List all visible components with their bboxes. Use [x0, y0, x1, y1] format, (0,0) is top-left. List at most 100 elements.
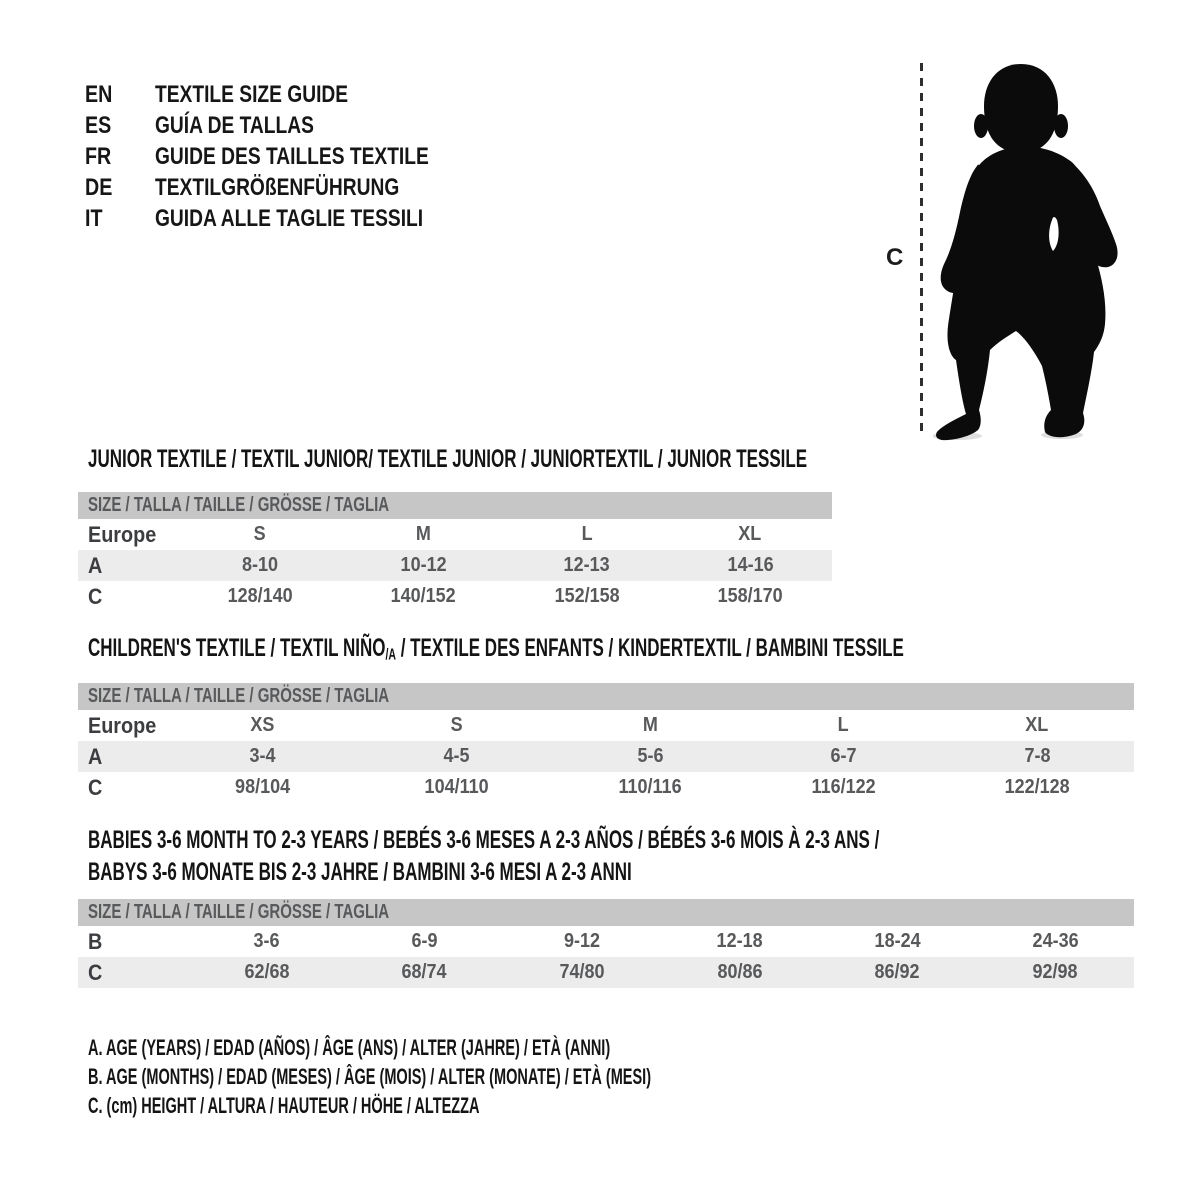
title-text: / TEXTILE DES ENFANTS / KINDERTEXTIL / B… [396, 634, 904, 662]
size-cell: 4-5 [443, 745, 470, 767]
hand-hip-gap [1049, 217, 1059, 251]
size-cell: 140/152 [390, 585, 456, 607]
table-title-line: BABIES 3-6 MONTH TO 2-3 YEARS / BEBÉS 3-… [88, 824, 1200, 856]
table-row: C 98/104 104/110 110/116 116/122 122/128 [78, 772, 1134, 803]
size-cell: 86/92 [874, 961, 921, 983]
legend-line: B. AGE (MONTHS) / EDAD (MESES) / ÂGE (MO… [88, 1064, 652, 1089]
language-row: FR GUIDE DES TAILLES TEXTILE [85, 141, 497, 172]
language-title: TEXTILGRÖßENFÜHRUNG [155, 173, 400, 201]
language-row: EN TEXTILE SIZE GUIDE [85, 79, 497, 110]
baby-head [984, 64, 1058, 153]
language-title: GUIDE DES TAILLES TEXTILE [155, 142, 429, 170]
size-cell: 8-10 [241, 554, 278, 576]
size-cell: M [415, 523, 431, 545]
size-header-bar: SIZE / TALLA / TAILLE / GRÖSSE / TAGLIA [78, 899, 1134, 926]
junior-table-title: JUNIOR TEXTILE / TEXTIL JUNIOR/ TEXTILE … [88, 443, 1146, 475]
row-label: A [88, 552, 103, 578]
size-cell: 3-4 [249, 745, 276, 767]
legend-line: A. AGE (YEARS) / EDAD (AÑOS) / ÂGE (ANS)… [88, 1035, 611, 1060]
title-text: BABYS 3-6 MONATE BIS 2-3 JAHRE / BAMBINI… [88, 858, 632, 886]
size-cell: XL [738, 523, 762, 545]
size-cell: 6-7 [830, 745, 857, 767]
size-cell: 158/170 [717, 585, 783, 607]
size-cell: 116/122 [811, 776, 876, 798]
language-title: GUÍA DE TALLAS [155, 111, 314, 139]
size-cell: XS [250, 714, 275, 736]
row-label: Europe [88, 521, 157, 547]
size-cell: L [838, 714, 850, 736]
size-cell: 74/80 [559, 961, 605, 983]
baby-left-arm [940, 164, 983, 294]
row-label: Europe [88, 712, 157, 738]
size-cell: 98/104 [235, 776, 291, 798]
table-row: Europe S M L XL [78, 519, 832, 550]
size-cell: 6-9 [411, 930, 438, 952]
children-table-title: CHILDREN'S TEXTILE / TEXTIL NIÑO/A / TEX… [88, 632, 1200, 671]
language-title: TEXTILE SIZE GUIDE [155, 80, 349, 108]
size-cell: 5-6 [636, 745, 663, 767]
language-row: DE TEXTILGRÖßENFÜHRUNG [85, 172, 497, 203]
table-row: C 62/68 68/74 74/80 80/86 86/92 92/98 [78, 957, 1134, 988]
language-code: IT [85, 204, 103, 232]
size-cell: 62/68 [244, 961, 290, 983]
height-measure-label: C [886, 244, 904, 271]
size-cell: 18-24 [874, 930, 921, 952]
size-cell: 10-12 [400, 554, 447, 576]
table-row: B 3-6 6-9 9-12 12-18 18-24 24-36 [78, 926, 1134, 957]
size-cell: 14-16 [727, 554, 774, 576]
title-text: CHILDREN'S TEXTILE / TEXTIL NIÑO [88, 634, 386, 662]
junior-size-table: SIZE / TALLA / TAILLE / GRÖSSE / TAGLIA E… [78, 492, 832, 612]
row-label: C [88, 774, 103, 800]
row-label: C [88, 959, 103, 985]
table-title-line: BABYS 3-6 MONATE BIS 2-3 JAHRE / BAMBINI… [88, 856, 1200, 888]
size-cell: 128/140 [227, 585, 293, 607]
legend-line: C. (cm) HEIGHT / ALTURA / HAUTEUR / HÖHE… [88, 1093, 480, 1118]
title-text: JUNIOR TEXTILE / TEXTIL JUNIOR/ TEXTILE … [88, 445, 808, 473]
children-size-table: SIZE / TALLA / TAILLE / GRÖSSE / TAGLIA E… [78, 683, 1134, 803]
size-cell: 92/98 [1032, 961, 1078, 983]
row-label: C [88, 583, 103, 609]
size-cell: 152/158 [554, 585, 620, 607]
row-label: B [88, 928, 103, 954]
title-subscript: /A [385, 646, 397, 664]
size-cell: S [253, 523, 266, 545]
language-row: IT GUIDA ALLE TAGLIE TESSILI [85, 203, 497, 234]
size-cell: 9-12 [564, 930, 601, 952]
language-code: DE [85, 173, 113, 201]
table-row: Europe XS S M L XL [78, 710, 1134, 741]
size-cell: 122/128 [1004, 776, 1070, 798]
size-cell: 110/116 [618, 776, 682, 798]
table-row: A 3-4 4-5 5-6 6-7 7-8 [78, 741, 1134, 772]
language-code: ES [85, 111, 112, 139]
height-measure-dashed-line [920, 63, 923, 433]
babies-size-table: SIZE / TALLA / TAILLE / GRÖSSE / TAGLIA B… [78, 899, 1134, 988]
baby-ear [1054, 114, 1068, 138]
title-text: BABIES 3-6 MONTH TO 2-3 YEARS / BEBÉS 3-… [88, 826, 880, 854]
table-title-line: CHILDREN'S TEXTILE / TEXTIL NIÑO/A / TEX… [88, 632, 1200, 671]
size-cell: 80/86 [717, 961, 763, 983]
size-cell: M [642, 714, 658, 736]
size-cell: L [581, 523, 593, 545]
size-cell: S [450, 714, 463, 736]
language-title-list: EN TEXTILE SIZE GUIDE ES GUÍA DE TALLAS FR GU… [85, 79, 497, 234]
size-cell: 12-18 [716, 930, 763, 952]
size-cell: 104/110 [424, 776, 489, 798]
baby-silhouette-icon [933, 64, 1118, 441]
size-cell: 68/74 [401, 961, 448, 983]
measure-legend: A. AGE (YEARS) / EDAD (AÑOS) / ÂGE (ANS)… [88, 1033, 941, 1120]
language-code: FR [85, 142, 112, 170]
size-header-bar: SIZE / TALLA / TAILLE / GRÖSSE / TAGLIA [78, 683, 1134, 710]
baby-ear [974, 114, 988, 138]
language-code: EN [85, 80, 113, 108]
size-header-bar: SIZE / TALLA / TAILLE / GRÖSSE / TAGLIA [78, 492, 832, 519]
size-cell: 7-8 [1024, 745, 1051, 767]
size-cell: 24-36 [1032, 930, 1079, 952]
language-row: ES GUÍA DE TALLAS [85, 110, 497, 141]
table-title-line: JUNIOR TEXTILE / TEXTIL JUNIOR/ TEXTILE … [88, 443, 1146, 475]
size-cell: 12-13 [563, 554, 610, 576]
babies-table-title: BABIES 3-6 MONTH TO 2-3 YEARS / BEBÉS 3-… [88, 824, 1200, 888]
row-label: A [88, 743, 103, 769]
size-cell: 3-6 [253, 930, 280, 952]
table-row: A 8-10 10-12 12-13 14-16 [78, 550, 832, 581]
